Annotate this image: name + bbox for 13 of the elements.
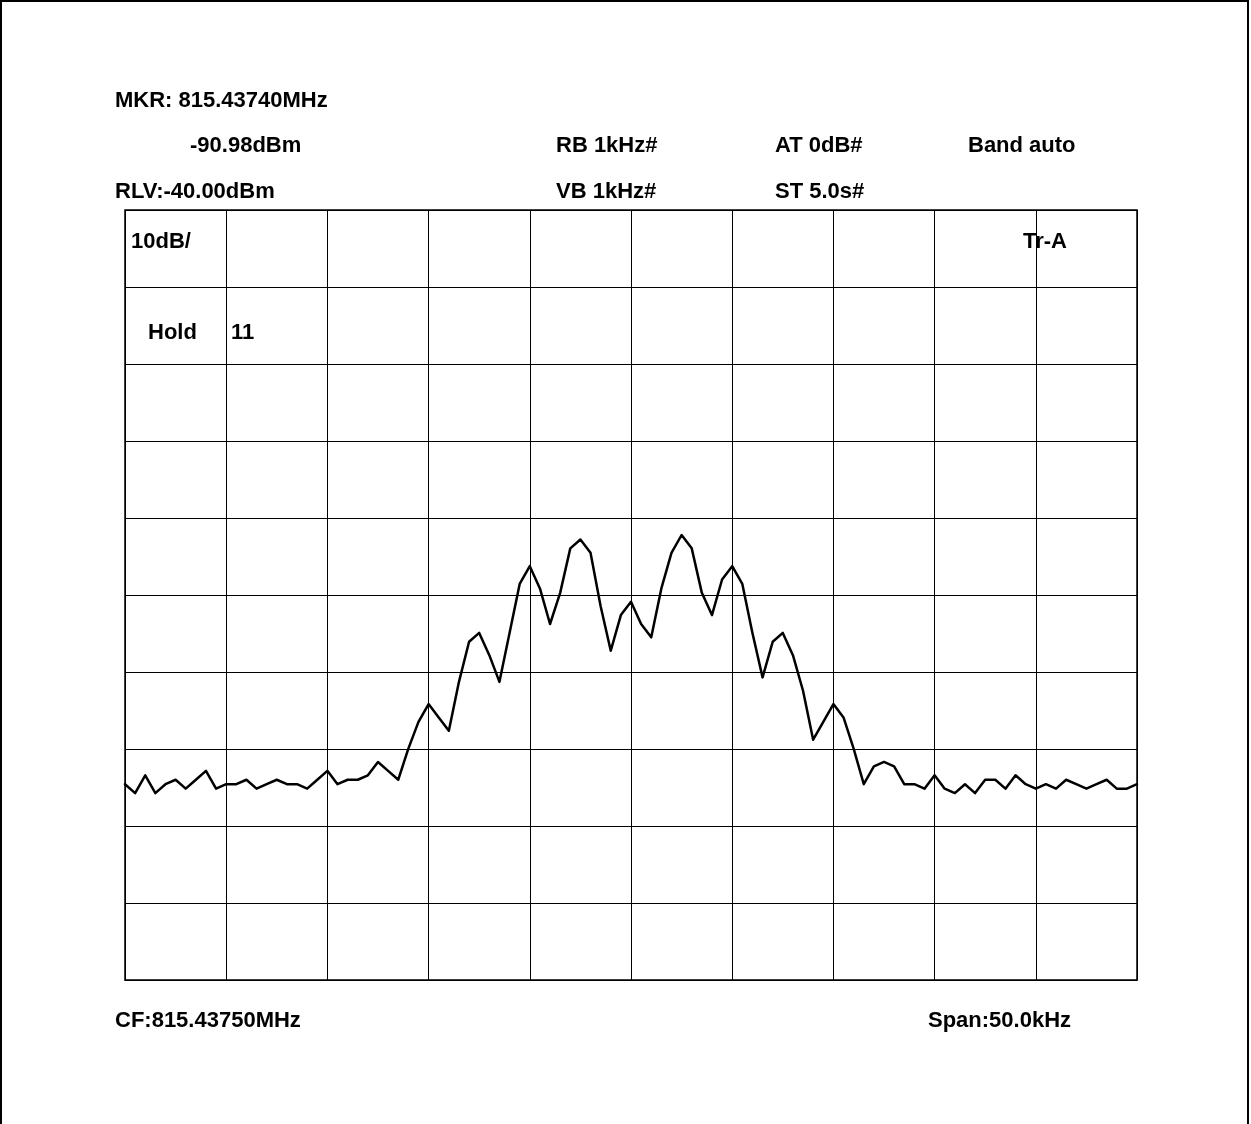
text: Band auto (968, 131, 1076, 157)
text: Hold (148, 318, 197, 344)
text: CF:815.43750MHz (115, 1006, 301, 1032)
text: ST 5.0s# (775, 177, 865, 203)
text: MKR: 815.43740MHz (115, 86, 328, 112)
text: RB 1kHz# (556, 131, 658, 157)
text: RLV:-40.00dBm (115, 177, 275, 203)
text: -90.98dBm (190, 131, 302, 157)
text: AT 0dB# (775, 131, 863, 157)
text: Span:50.0kHz (928, 1006, 1072, 1032)
text: 10dB/ (131, 227, 191, 253)
text: VB 1kHz# (556, 177, 657, 203)
text: 11 (231, 318, 255, 344)
